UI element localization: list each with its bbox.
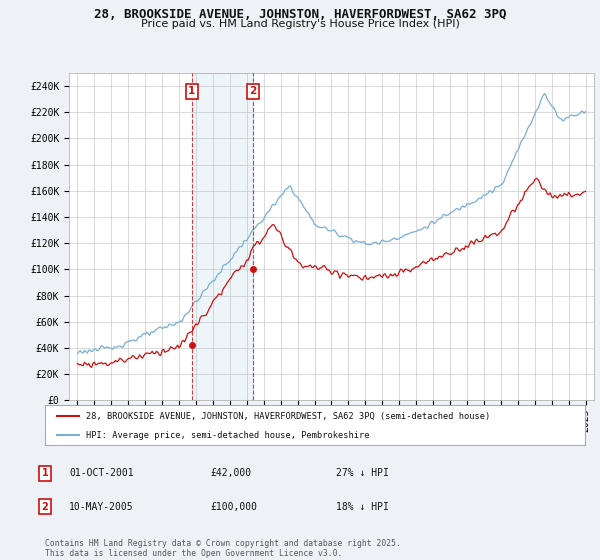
Text: Contains HM Land Registry data © Crown copyright and database right 2025.
This d: Contains HM Land Registry data © Crown c… bbox=[45, 539, 401, 558]
Text: £100,000: £100,000 bbox=[210, 502, 257, 512]
Text: £42,000: £42,000 bbox=[210, 468, 251, 478]
Text: 28, BROOKSIDE AVENUE, JOHNSTON, HAVERFORDWEST, SA62 3PQ (semi-detached house): 28, BROOKSIDE AVENUE, JOHNSTON, HAVERFOR… bbox=[86, 412, 490, 421]
Text: 10-MAY-2005: 10-MAY-2005 bbox=[69, 502, 134, 512]
Text: 2: 2 bbox=[249, 86, 257, 96]
Text: 01-OCT-2001: 01-OCT-2001 bbox=[69, 468, 134, 478]
Text: 1: 1 bbox=[41, 468, 49, 478]
Text: Price paid vs. HM Land Registry's House Price Index (HPI): Price paid vs. HM Land Registry's House … bbox=[140, 19, 460, 29]
Text: HPI: Average price, semi-detached house, Pembrokeshire: HPI: Average price, semi-detached house,… bbox=[86, 431, 369, 440]
Text: 2: 2 bbox=[41, 502, 49, 512]
Text: 28, BROOKSIDE AVENUE, JOHNSTON, HAVERFORDWEST, SA62 3PQ: 28, BROOKSIDE AVENUE, JOHNSTON, HAVERFOR… bbox=[94, 8, 506, 21]
Text: 27% ↓ HPI: 27% ↓ HPI bbox=[336, 468, 389, 478]
Text: 18% ↓ HPI: 18% ↓ HPI bbox=[336, 502, 389, 512]
Text: 1: 1 bbox=[188, 86, 196, 96]
Bar bbox=[192, 73, 253, 400]
